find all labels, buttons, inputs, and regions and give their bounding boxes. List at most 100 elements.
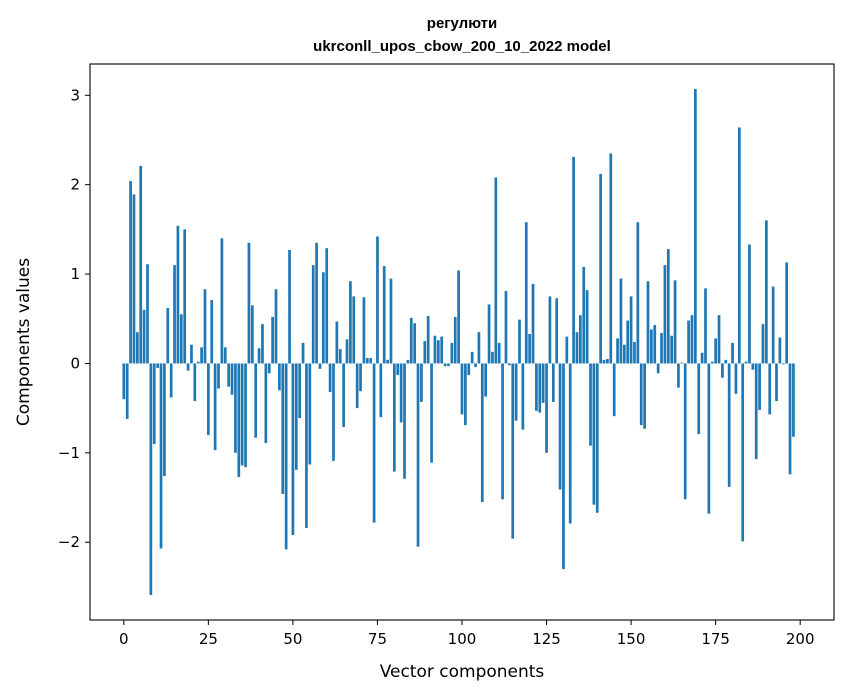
bar: [220, 238, 224, 364]
bar: [230, 363, 234, 395]
bar: [504, 291, 508, 364]
bar: [535, 363, 538, 411]
bar: [207, 363, 210, 435]
bar: [633, 342, 636, 364]
bar: [125, 363, 129, 419]
bar: [294, 363, 298, 470]
bar: [135, 332, 139, 364]
bar: [673, 280, 677, 364]
bar: [240, 363, 244, 466]
bar: [656, 363, 660, 374]
bar: [423, 341, 427, 364]
bar: [379, 363, 383, 418]
bar: [376, 236, 379, 364]
bar: [146, 264, 149, 364]
bar: [636, 222, 640, 364]
bar: [487, 304, 491, 364]
bar: [497, 342, 501, 364]
bar: [680, 362, 684, 364]
bar: [524, 222, 528, 364]
bar: [430, 363, 433, 463]
bar: [288, 249, 291, 364]
bar: [558, 363, 562, 490]
x-tick-label: 125: [532, 630, 561, 648]
bar: [477, 332, 481, 364]
bar: [511, 363, 515, 539]
x-tick-label: 150: [617, 630, 646, 648]
bar: [470, 351, 474, 364]
x-tick-label: 100: [448, 630, 477, 648]
bar: [416, 363, 420, 547]
bar: [203, 289, 207, 364]
bar: [714, 338, 717, 364]
bar: [758, 363, 761, 410]
bar: [467, 363, 471, 376]
bar: [345, 339, 349, 364]
bar: [338, 349, 342, 364]
bar: [639, 363, 643, 426]
bar: [244, 363, 247, 468]
bar: [163, 363, 166, 477]
bar: [382, 266, 386, 364]
bar: [254, 363, 258, 438]
bar: [298, 363, 302, 418]
bar: [751, 363, 755, 370]
y-tick-label: 3: [70, 86, 80, 104]
bar: [724, 359, 728, 364]
bar: [464, 363, 467, 426]
bar: [775, 363, 778, 401]
bar: [278, 363, 281, 391]
bar: [650, 329, 653, 364]
bar: [599, 173, 603, 364]
bar: [575, 332, 579, 364]
bar: [589, 363, 592, 446]
bars-group: [122, 89, 795, 595]
bar: [227, 363, 231, 387]
bar: [386, 359, 389, 364]
bar: [223, 347, 227, 364]
bar: [217, 363, 220, 389]
bar: [281, 363, 285, 494]
bar: [717, 315, 721, 364]
bar: [501, 363, 504, 500]
bar: [457, 270, 460, 364]
y-tick-label: −1: [58, 444, 80, 462]
bar: [788, 363, 792, 475]
bar: [792, 363, 795, 437]
bar: [399, 363, 403, 423]
bar: [271, 316, 274, 364]
bar: [328, 363, 332, 393]
bar: [562, 363, 565, 570]
bar: [129, 181, 132, 364]
bar: [362, 297, 366, 364]
bar: [460, 363, 464, 415]
bar: [541, 363, 545, 403]
bar: [548, 296, 552, 364]
bar: [142, 309, 146, 364]
bar: [190, 344, 193, 364]
bar: [210, 299, 214, 364]
bar: [159, 363, 163, 549]
x-axis-ticks: 0 25 50 75 100 125 150 175 200: [119, 620, 815, 648]
bar: [369, 358, 373, 364]
bar: [257, 348, 261, 364]
bar: [507, 363, 511, 366]
bar: [741, 363, 745, 542]
bar: [619, 278, 623, 364]
bar: [132, 194, 136, 364]
y-axis-label: Components values: [14, 258, 34, 426]
bar: [308, 363, 312, 465]
bar: [754, 363, 758, 460]
bar: [237, 363, 241, 477]
bar: [778, 337, 782, 364]
bar: [440, 336, 444, 364]
bar: [616, 338, 619, 364]
bar: [213, 363, 217, 451]
bar: [196, 361, 200, 364]
bar: [727, 363, 731, 487]
bar: [149, 363, 153, 595]
bar: [311, 265, 315, 364]
bar: [186, 363, 190, 371]
bar: [737, 127, 741, 364]
bar: [643, 363, 646, 429]
